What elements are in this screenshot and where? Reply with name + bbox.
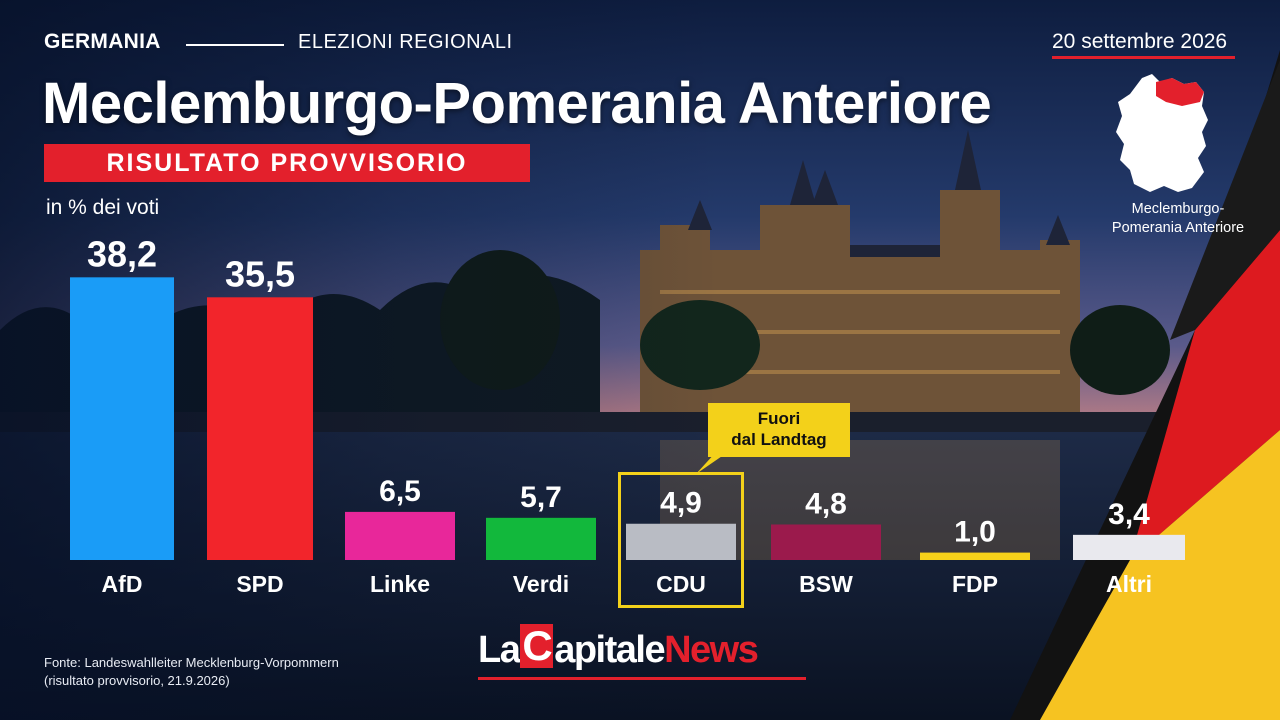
bar-afd	[70, 277, 174, 560]
value-label-linke: 6,5	[379, 475, 421, 508]
value-label-afd: 38,2	[87, 233, 157, 274]
logo-la: La	[478, 629, 521, 671]
callout-line1: Fuori	[757, 409, 801, 428]
cdu-highlight-box	[618, 472, 744, 608]
value-label-verdi: 5,7	[520, 481, 562, 514]
category-label-spd: SPD	[236, 571, 283, 597]
bar-altri	[1073, 534, 1185, 560]
logo-news: News	[664, 629, 759, 671]
bar-verdi	[486, 517, 596, 560]
lacapitale-news-logo: LaCapitaleNews	[478, 622, 759, 672]
logo-apitale: apitale	[554, 629, 665, 671]
bar-fdp	[920, 552, 1030, 560]
category-label-bsw: BSW	[799, 571, 853, 597]
bar-bsw	[771, 524, 881, 560]
chart-subtitle: in % dei voti	[46, 196, 160, 219]
callout-pointer	[696, 452, 728, 474]
value-label-fdp: 1,0	[954, 516, 996, 549]
bar-linke	[345, 511, 455, 560]
category-label-altri: Altri	[1106, 571, 1152, 597]
category-label-afd: AfD	[102, 571, 143, 597]
callout-line2: dal Landtag	[731, 430, 827, 449]
map-region-label: Meclemburgo- Pomerania Anteriore	[1098, 200, 1258, 238]
source-line2: (risultato provvisorio, 21.9.2026)	[44, 673, 230, 688]
callout-outside-landtag: Fuori dal Landtag	[708, 403, 850, 457]
source-note: Fonte: Landeswahlleiter Mecklenburg-Vorp…	[44, 654, 339, 690]
value-label-bsw: 4,8	[805, 487, 847, 520]
country-label: GERMANIA	[44, 30, 161, 53]
category-label-linke: Linke	[370, 571, 430, 597]
germany-map-icon	[1116, 74, 1208, 192]
mecklenburg-region	[1156, 78, 1204, 106]
result-badge: RISULTATO PROVVISORIO	[44, 144, 530, 182]
bar-cdu	[626, 523, 736, 560]
map-label-line2: Pomerania Anteriore	[1111, 220, 1245, 236]
category-label-cdu: CDU	[656, 571, 706, 597]
value-label-cdu: 4,9	[660, 487, 702, 520]
date-underline	[1052, 56, 1235, 59]
logo-c: C	[520, 622, 554, 669]
section-label: ELEZIONI REGIONALI	[298, 31, 513, 53]
source-line1: Fonte: Landeswahlleiter Mecklenburg-Vorp…	[44, 655, 339, 670]
logo-underline	[478, 677, 806, 680]
map-label-line1: Meclemburgo-	[1131, 201, 1225, 217]
category-label-fdp: FDP	[952, 571, 998, 597]
date-label: 20 settembre 2026	[1052, 30, 1228, 53]
bar-spd	[207, 297, 313, 560]
category-label-verdi: Verdi	[513, 571, 569, 597]
kicker-divider	[186, 44, 284, 46]
value-label-spd: 35,5	[225, 253, 295, 294]
value-label-altri: 3,4	[1108, 498, 1150, 531]
page-title: Meclemburgo-Pomerania Anteriore	[42, 71, 992, 136]
